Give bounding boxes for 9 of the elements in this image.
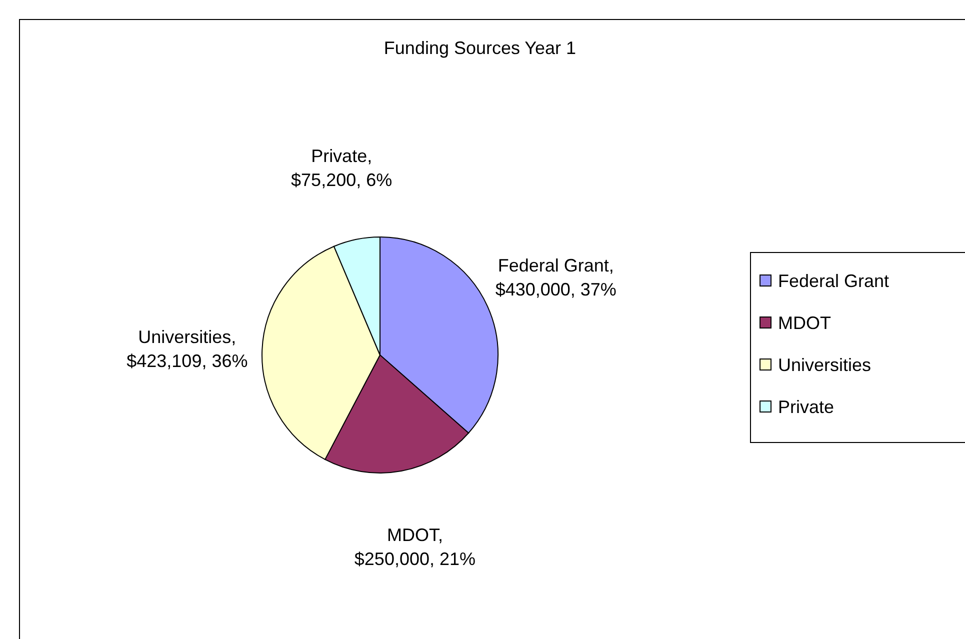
legend-label: Private: [778, 397, 834, 417]
chart-title: Funding Sources Year 1: [384, 38, 576, 58]
legend-label: Federal Grant: [778, 271, 890, 291]
legend-label: Universities: [778, 355, 872, 375]
data-label: Universities, $423,109, 36%: [126, 326, 248, 371]
data-label: Private, $75,200, 6%: [291, 146, 392, 190]
data-label: MDOT, $250,000, 21%: [354, 524, 476, 569]
legend-label: MDOT: [778, 313, 831, 333]
data-label: Federal Grant, $430,000, 37%: [495, 256, 616, 300]
